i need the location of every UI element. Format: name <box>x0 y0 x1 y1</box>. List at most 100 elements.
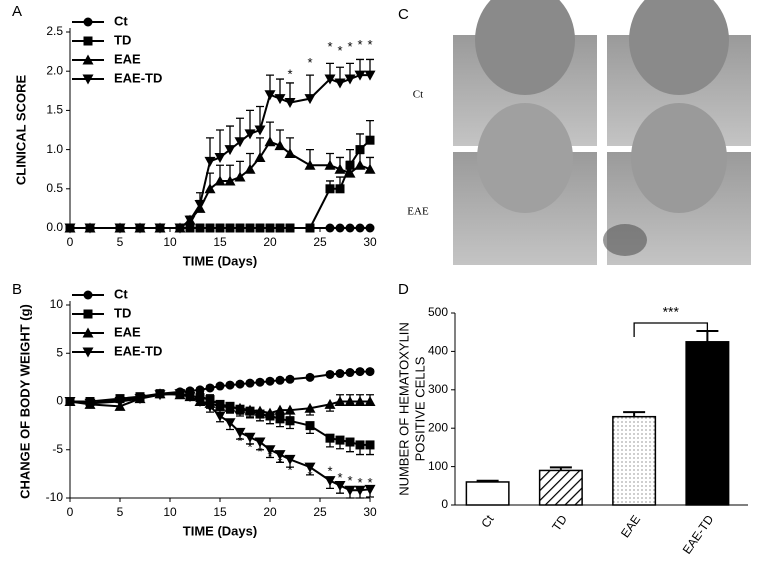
bar <box>612 415 657 506</box>
marker <box>205 383 215 393</box>
marker <box>274 450 286 461</box>
legend-label: Ct <box>114 286 128 301</box>
marker <box>254 405 266 416</box>
marker <box>214 152 226 163</box>
annotation: * <box>347 473 352 488</box>
x-axis-title: TIME (Days) <box>183 523 257 538</box>
x-tick-label: 25 <box>313 505 327 519</box>
panel-label: A <box>12 3 22 20</box>
y-tick-label: -5 <box>52 442 63 456</box>
annotation: * <box>287 67 292 82</box>
marker <box>214 400 226 411</box>
marker <box>345 368 355 378</box>
y-tick-label: 200 <box>428 420 448 434</box>
marker <box>195 223 205 233</box>
x-tick-label: 30 <box>363 505 377 519</box>
marker <box>224 145 236 156</box>
marker <box>274 140 286 151</box>
marker <box>265 223 275 233</box>
marker <box>154 390 166 401</box>
marker <box>254 437 266 448</box>
marker <box>215 381 225 391</box>
bar <box>465 481 510 506</box>
marker <box>304 94 316 105</box>
panel-label: B <box>12 281 22 298</box>
marker <box>184 392 196 403</box>
y-tick-label: 2.5 <box>46 24 63 38</box>
marker <box>284 404 296 415</box>
marker <box>354 396 366 406</box>
marker <box>244 404 256 415</box>
x-tick-label: 10 <box>163 235 177 249</box>
annotation: * <box>347 39 352 54</box>
marker <box>234 171 246 182</box>
marker <box>194 199 206 210</box>
y-axis-title: POSITIVE CELLS <box>412 356 427 461</box>
marker <box>325 184 335 194</box>
micrograph-detail <box>629 0 729 95</box>
marker <box>264 407 276 418</box>
marker <box>285 416 295 426</box>
marker <box>304 462 316 473</box>
y-tick-label: 1.5 <box>46 103 63 117</box>
marker <box>304 159 316 170</box>
marker <box>345 437 355 447</box>
marker <box>334 396 346 406</box>
y-tick-label: 0 <box>56 394 63 408</box>
marker <box>284 454 296 465</box>
marker <box>364 163 376 174</box>
marker <box>264 445 276 456</box>
marker <box>365 367 375 377</box>
marker <box>285 223 295 233</box>
annotation: * <box>237 433 242 448</box>
legend-marker <box>83 309 93 319</box>
marker <box>354 159 366 170</box>
annotation: * <box>367 475 372 490</box>
marker <box>245 378 255 388</box>
marker <box>364 484 376 495</box>
legend-label: Ct <box>114 13 128 28</box>
marker <box>255 377 265 387</box>
marker <box>355 145 365 155</box>
marker <box>335 369 345 379</box>
micrograph-detail <box>475 0 575 95</box>
marker <box>345 223 355 233</box>
marker <box>174 389 186 400</box>
x-tick-label: 15 <box>213 505 227 519</box>
marker <box>224 175 236 186</box>
marker <box>335 435 345 445</box>
legend-label: TD <box>114 305 131 320</box>
legend-marker <box>82 347 94 358</box>
legend-label: EAE-TD <box>114 70 162 85</box>
marker <box>305 223 315 233</box>
legend-label: EAE <box>114 51 141 66</box>
marker <box>324 74 336 85</box>
marker <box>84 223 96 234</box>
y-tick-label: 1.0 <box>46 142 63 156</box>
marker <box>234 427 246 438</box>
marker <box>84 398 96 409</box>
marker <box>354 70 366 81</box>
marker <box>324 159 336 170</box>
legend-marker <box>82 54 94 65</box>
marker <box>204 156 216 167</box>
y-tick-label: 500 <box>428 305 448 319</box>
significance-bracket <box>633 322 709 337</box>
marker <box>225 380 235 390</box>
marker <box>284 98 296 109</box>
y-tick-label: 0 <box>441 497 448 511</box>
marker <box>285 374 295 384</box>
x-tick-label: 0 <box>67 505 74 519</box>
x-tick-label: Ct <box>478 512 497 530</box>
y-tick-label: 400 <box>428 344 448 358</box>
legend-marker <box>83 290 93 300</box>
x-tick-label: 15 <box>213 235 227 249</box>
annotation: * <box>357 37 362 52</box>
error-bar <box>623 411 646 417</box>
marker <box>275 375 285 385</box>
marker <box>205 223 215 233</box>
marker <box>344 167 356 178</box>
marker <box>64 397 76 407</box>
marker <box>244 129 256 140</box>
